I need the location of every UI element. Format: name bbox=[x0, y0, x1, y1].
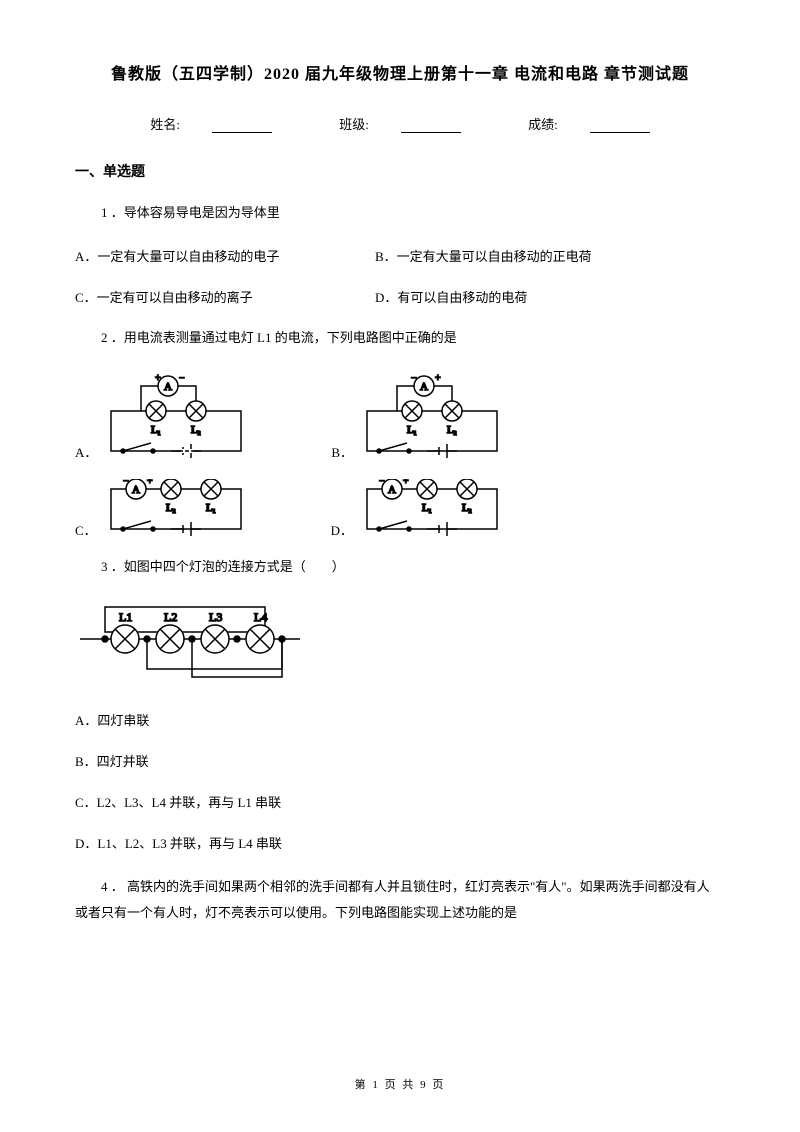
circuit-diagram-c: A − + L₂ L₁ bbox=[101, 479, 251, 539]
q2-row-ab: A． A + − L₁ L₂ bbox=[75, 371, 725, 461]
svg-text:+: + bbox=[147, 479, 153, 487]
q2-circuit-a: A． A + − L₁ L₂ bbox=[75, 371, 251, 461]
q3-circuit-diagram: L1 L2 L3 L4 bbox=[75, 599, 725, 684]
q1-opt-d: D．有可以自由移动的电荷 bbox=[375, 287, 725, 306]
svg-text:L₂: L₂ bbox=[447, 425, 457, 436]
q4-line2: 或者只有一个有人时，灯不亮表示可以使用。下列电路图能实现上述功能的是 bbox=[75, 900, 725, 926]
q1-text: 1 ．导体容易导电是因为导体里 bbox=[75, 203, 725, 224]
q1-opts-ab: A．一定有大量可以自由移动的电子 B．一定有大量可以自由移动的正电荷 bbox=[75, 246, 725, 265]
svg-text:L1: L1 bbox=[119, 610, 132, 624]
svg-text:L2: L2 bbox=[164, 610, 177, 624]
q1-opt-a: A．一定有大量可以自由移动的电子 bbox=[75, 246, 375, 265]
q2-label-d: D． bbox=[331, 520, 353, 539]
q2-circuit-d: D． A − + L₁ L₂ bbox=[331, 479, 507, 539]
q2-text: 2 ．用电流表测量通过电灯 L1 的电流，下列电路图中正确的是 bbox=[75, 328, 725, 349]
svg-text:L₂: L₂ bbox=[191, 425, 201, 436]
q3-opt-a: A．四灯串联 bbox=[75, 710, 725, 729]
svg-text:+: + bbox=[435, 373, 441, 384]
q1-opt-c: C．一定有可以自由移动的离子 bbox=[75, 287, 375, 306]
svg-text:L3: L3 bbox=[209, 610, 222, 624]
svg-text:A: A bbox=[420, 381, 428, 393]
q3-opt-c: C．L2、L3、L4 并联，再与 L1 串联 bbox=[75, 792, 725, 811]
score-label: 成绩: bbox=[512, 117, 666, 132]
q2-label-a: A． bbox=[75, 442, 97, 461]
section-heading: 一、单选题 bbox=[75, 161, 725, 181]
svg-text:A: A bbox=[388, 484, 396, 496]
svg-text:L₂: L₂ bbox=[166, 503, 176, 514]
svg-text:L₁: L₁ bbox=[407, 425, 417, 436]
svg-text:−: − bbox=[411, 373, 417, 384]
q2-label-b: B． bbox=[331, 442, 353, 461]
name-label: 姓名: bbox=[134, 117, 288, 132]
circuit-diagram-b: A − + L₁ L₂ bbox=[357, 371, 507, 461]
q2-circuit-b: B． A − + L₁ L₂ bbox=[331, 371, 507, 461]
q3-text: 3 ．如图中四个灯泡的连接方式是（ ） bbox=[75, 557, 725, 578]
svg-text:L₁: L₁ bbox=[206, 503, 216, 514]
circuit-diagram-d: A − + L₁ L₂ bbox=[357, 479, 507, 539]
svg-text:L₁: L₁ bbox=[422, 503, 432, 514]
q4-line1: 4 ． 高铁内的洗手间如果两个相邻的洗手间都有人并且锁住时，红灯亮表示"有人"。… bbox=[75, 874, 725, 900]
class-label: 班级: bbox=[323, 117, 477, 132]
svg-text:A: A bbox=[132, 484, 140, 496]
svg-text:−: − bbox=[179, 373, 185, 384]
page-footer: 第 1 页 共 9 页 bbox=[0, 1076, 800, 1092]
page-title: 鲁教版（五四学制）2020 届九年级物理上册第十一章 电流和电路 章节测试题 bbox=[75, 60, 725, 84]
svg-text:A: A bbox=[164, 381, 172, 393]
q4-text: 4 ． 高铁内的洗手间如果两个相邻的洗手间都有人并且锁住时，红灯亮表示"有人"。… bbox=[75, 874, 725, 926]
class-blank[interactable] bbox=[401, 119, 461, 133]
q3-opt-b: B．四灯并联 bbox=[75, 751, 725, 770]
svg-text:L₁: L₁ bbox=[151, 425, 161, 436]
svg-text:+: + bbox=[155, 373, 161, 384]
q2-circuit-c: C． A − + L₂ L₁ bbox=[75, 479, 251, 539]
svg-text:L4: L4 bbox=[254, 610, 267, 624]
name-blank[interactable] bbox=[212, 119, 272, 133]
q1-opt-b: B．一定有大量可以自由移动的正电荷 bbox=[375, 246, 725, 265]
q1-opts-cd: C．一定有可以自由移动的离子 D．有可以自由移动的电荷 bbox=[75, 287, 725, 306]
circuit-diagram-a: A + − L₁ L₂ bbox=[101, 371, 251, 461]
q3-opt-d: D．L1、L2、L3 并联，再与 L4 串联 bbox=[75, 833, 725, 852]
svg-text:−: − bbox=[123, 479, 129, 487]
score-blank[interactable] bbox=[590, 119, 650, 133]
student-info-row: 姓名: 班级: 成绩: bbox=[75, 114, 725, 133]
svg-text:+: + bbox=[403, 479, 409, 487]
svg-text:−: − bbox=[379, 479, 385, 487]
svg-text:L₂: L₂ bbox=[462, 503, 472, 514]
q2-row-cd: C． A − + L₂ L₁ D． bbox=[75, 479, 725, 539]
q2-label-c: C． bbox=[75, 520, 97, 539]
